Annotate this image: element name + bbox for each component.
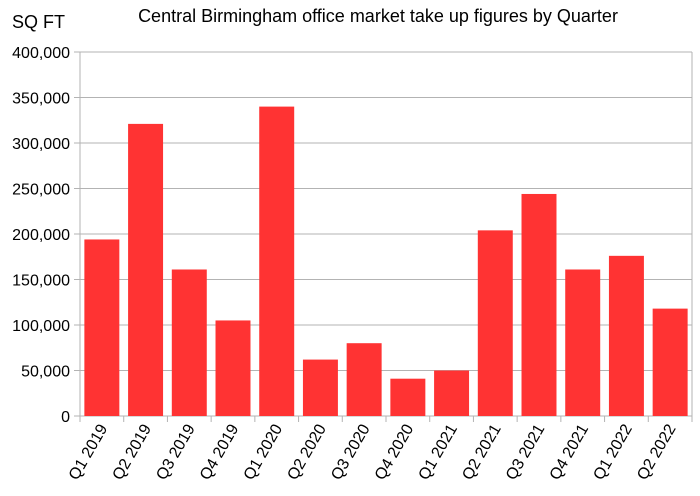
x-tick-label: Q2 2021	[459, 421, 504, 483]
bar	[565, 269, 601, 416]
chart-title: Central Birmingham office market take up…	[138, 6, 618, 26]
x-tick-label: Q3 2019	[153, 421, 198, 483]
x-tick-label: Q2 2022	[634, 421, 679, 483]
x-tick-label: Q1 2021	[416, 421, 461, 483]
y-tick-label: 200,000	[12, 227, 70, 244]
bar	[521, 193, 557, 416]
y-tick-label: 300,000	[12, 136, 70, 153]
y-tick-label: 150,000	[12, 273, 70, 290]
bar	[346, 343, 382, 416]
x-tick-label: Q4 2021	[547, 421, 592, 483]
bar	[171, 269, 207, 416]
y-tick-label: 50,000	[21, 364, 70, 381]
x-tick-label: Q3 2020	[328, 421, 373, 483]
bar	[84, 239, 120, 416]
y-tick-label: 350,000	[12, 91, 70, 108]
bar	[434, 370, 470, 416]
y-tick-label: 0	[61, 409, 70, 426]
y-tick-label: 250,000	[12, 182, 70, 199]
bar	[477, 230, 513, 416]
x-tick-label: Q1 2019	[66, 421, 111, 483]
x-tick-label: Q3 2021	[503, 421, 548, 483]
bars	[84, 106, 688, 416]
x-tick-label: Q1 2020	[241, 421, 286, 483]
x-tick-label: Q4 2019	[197, 421, 242, 483]
y-axis-ticks: 0 50,000 100,000 150,000 200,000 250,000 300,0…	[12, 45, 70, 426]
y-axis-label: SQ FT	[12, 12, 65, 32]
bar	[390, 378, 426, 416]
bar	[608, 255, 644, 416]
x-tick-label: Q4 2020	[372, 421, 417, 483]
y-tick-label: 100,000	[12, 318, 70, 335]
bar	[215, 320, 251, 416]
y-tick-label: 400,000	[12, 45, 70, 62]
bar	[259, 106, 295, 416]
x-tick-label: Q1 2022	[590, 421, 635, 483]
bar	[302, 359, 338, 416]
bar	[128, 123, 164, 416]
x-tick-label: Q2 2020	[284, 421, 329, 483]
bar	[652, 308, 688, 416]
x-tick-label: Q2 2019	[110, 421, 155, 483]
